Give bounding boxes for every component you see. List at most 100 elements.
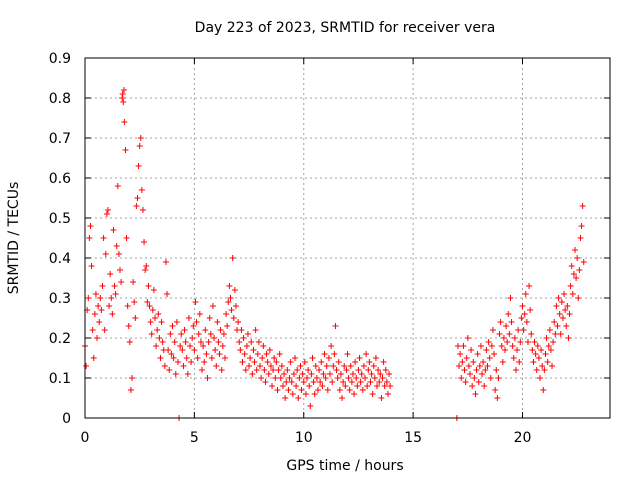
data-point — [166, 367, 173, 373]
data-point — [214, 319, 221, 325]
x-tick-label: 20 — [514, 430, 532, 446]
data-point — [563, 323, 570, 329]
data-point — [503, 323, 510, 329]
data-point — [572, 247, 578, 253]
data-point — [177, 343, 184, 349]
data-point — [134, 195, 141, 201]
data-point — [179, 347, 186, 353]
data-point — [150, 287, 157, 293]
data-point — [512, 367, 519, 373]
data-point — [191, 347, 198, 353]
data-point — [471, 375, 478, 381]
data-point — [107, 271, 114, 277]
data-point — [370, 363, 377, 369]
data-point — [307, 403, 314, 409]
data-point — [339, 395, 346, 401]
data-point — [538, 347, 545, 353]
y-tick-label: 0.4 — [49, 251, 71, 267]
data-point — [87, 223, 94, 229]
y-tick-labels: 0 0.1 0.2 0.3 0.4 0.5 0.6 0.7 0.8 0.9 — [49, 51, 71, 427]
data-point — [133, 203, 140, 209]
data-point — [279, 383, 286, 389]
data-point — [104, 207, 111, 213]
data-point — [556, 311, 563, 317]
data-point — [313, 375, 320, 381]
data-point — [578, 223, 585, 229]
data-point — [521, 311, 528, 317]
data-point — [298, 387, 305, 393]
data-point — [137, 135, 144, 141]
data-point — [131, 299, 138, 305]
data-point — [226, 283, 233, 289]
data-point — [261, 367, 268, 373]
data-point — [282, 395, 289, 401]
data-point — [212, 347, 219, 353]
data-point — [130, 279, 137, 285]
data-point — [157, 355, 164, 361]
data-point — [232, 303, 239, 309]
data-points — [82, 87, 587, 421]
data-point — [297, 363, 304, 369]
data-point — [158, 319, 165, 325]
data-point — [118, 279, 125, 285]
data-point — [476, 363, 483, 369]
data-point — [215, 339, 222, 345]
data-point — [353, 375, 360, 381]
data-point — [213, 363, 220, 369]
data-point — [164, 291, 171, 297]
data-point — [153, 343, 160, 349]
y-tick-label: 0.5 — [49, 211, 71, 227]
data-point — [86, 235, 93, 241]
data-point — [97, 295, 104, 301]
data-point — [306, 383, 313, 389]
data-point — [346, 387, 353, 393]
data-point — [206, 315, 213, 321]
data-point — [532, 351, 539, 357]
data-point — [147, 319, 154, 325]
data-point — [145, 283, 152, 289]
plot-frame — [84, 57, 611, 419]
data-point — [254, 351, 261, 357]
data-point — [321, 351, 328, 357]
data-point — [482, 367, 489, 373]
data-point — [496, 331, 503, 337]
data-point — [162, 259, 169, 265]
data-point — [284, 367, 291, 373]
data-point — [323, 363, 330, 369]
data-point — [273, 359, 280, 365]
data-point — [248, 339, 255, 345]
x-axis-label: GPS time / hours — [286, 458, 403, 474]
data-point — [114, 183, 121, 189]
data-point — [329, 379, 336, 385]
y-axis-label: SRMTID / TECUs — [6, 182, 22, 295]
data-point — [324, 387, 331, 393]
data-point — [184, 371, 191, 377]
data-point — [190, 323, 197, 329]
data-point — [173, 319, 180, 325]
data-point — [551, 319, 558, 325]
x-tick-label: 15 — [404, 430, 422, 446]
data-point — [189, 335, 196, 341]
x-tick-label: 5 — [190, 430, 199, 446]
x-tick-labels: 0 5 10 15 20 — [81, 430, 532, 446]
data-point — [103, 211, 110, 217]
data-point — [257, 363, 263, 369]
data-point — [365, 367, 372, 373]
data-point — [120, 87, 127, 93]
data-point — [320, 371, 327, 377]
data-point — [195, 331, 202, 337]
data-point — [148, 331, 155, 337]
data-point — [209, 303, 216, 309]
data-point — [230, 315, 237, 321]
data-point — [154, 327, 161, 333]
data-point — [381, 383, 388, 389]
data-point — [278, 363, 285, 369]
data-point — [113, 243, 120, 249]
data-point — [182, 339, 189, 345]
data-point — [220, 331, 227, 337]
data-point — [146, 303, 153, 309]
data-point — [325, 355, 332, 361]
data-point — [251, 359, 258, 365]
data-point — [241, 351, 248, 357]
data-point — [144, 299, 151, 305]
